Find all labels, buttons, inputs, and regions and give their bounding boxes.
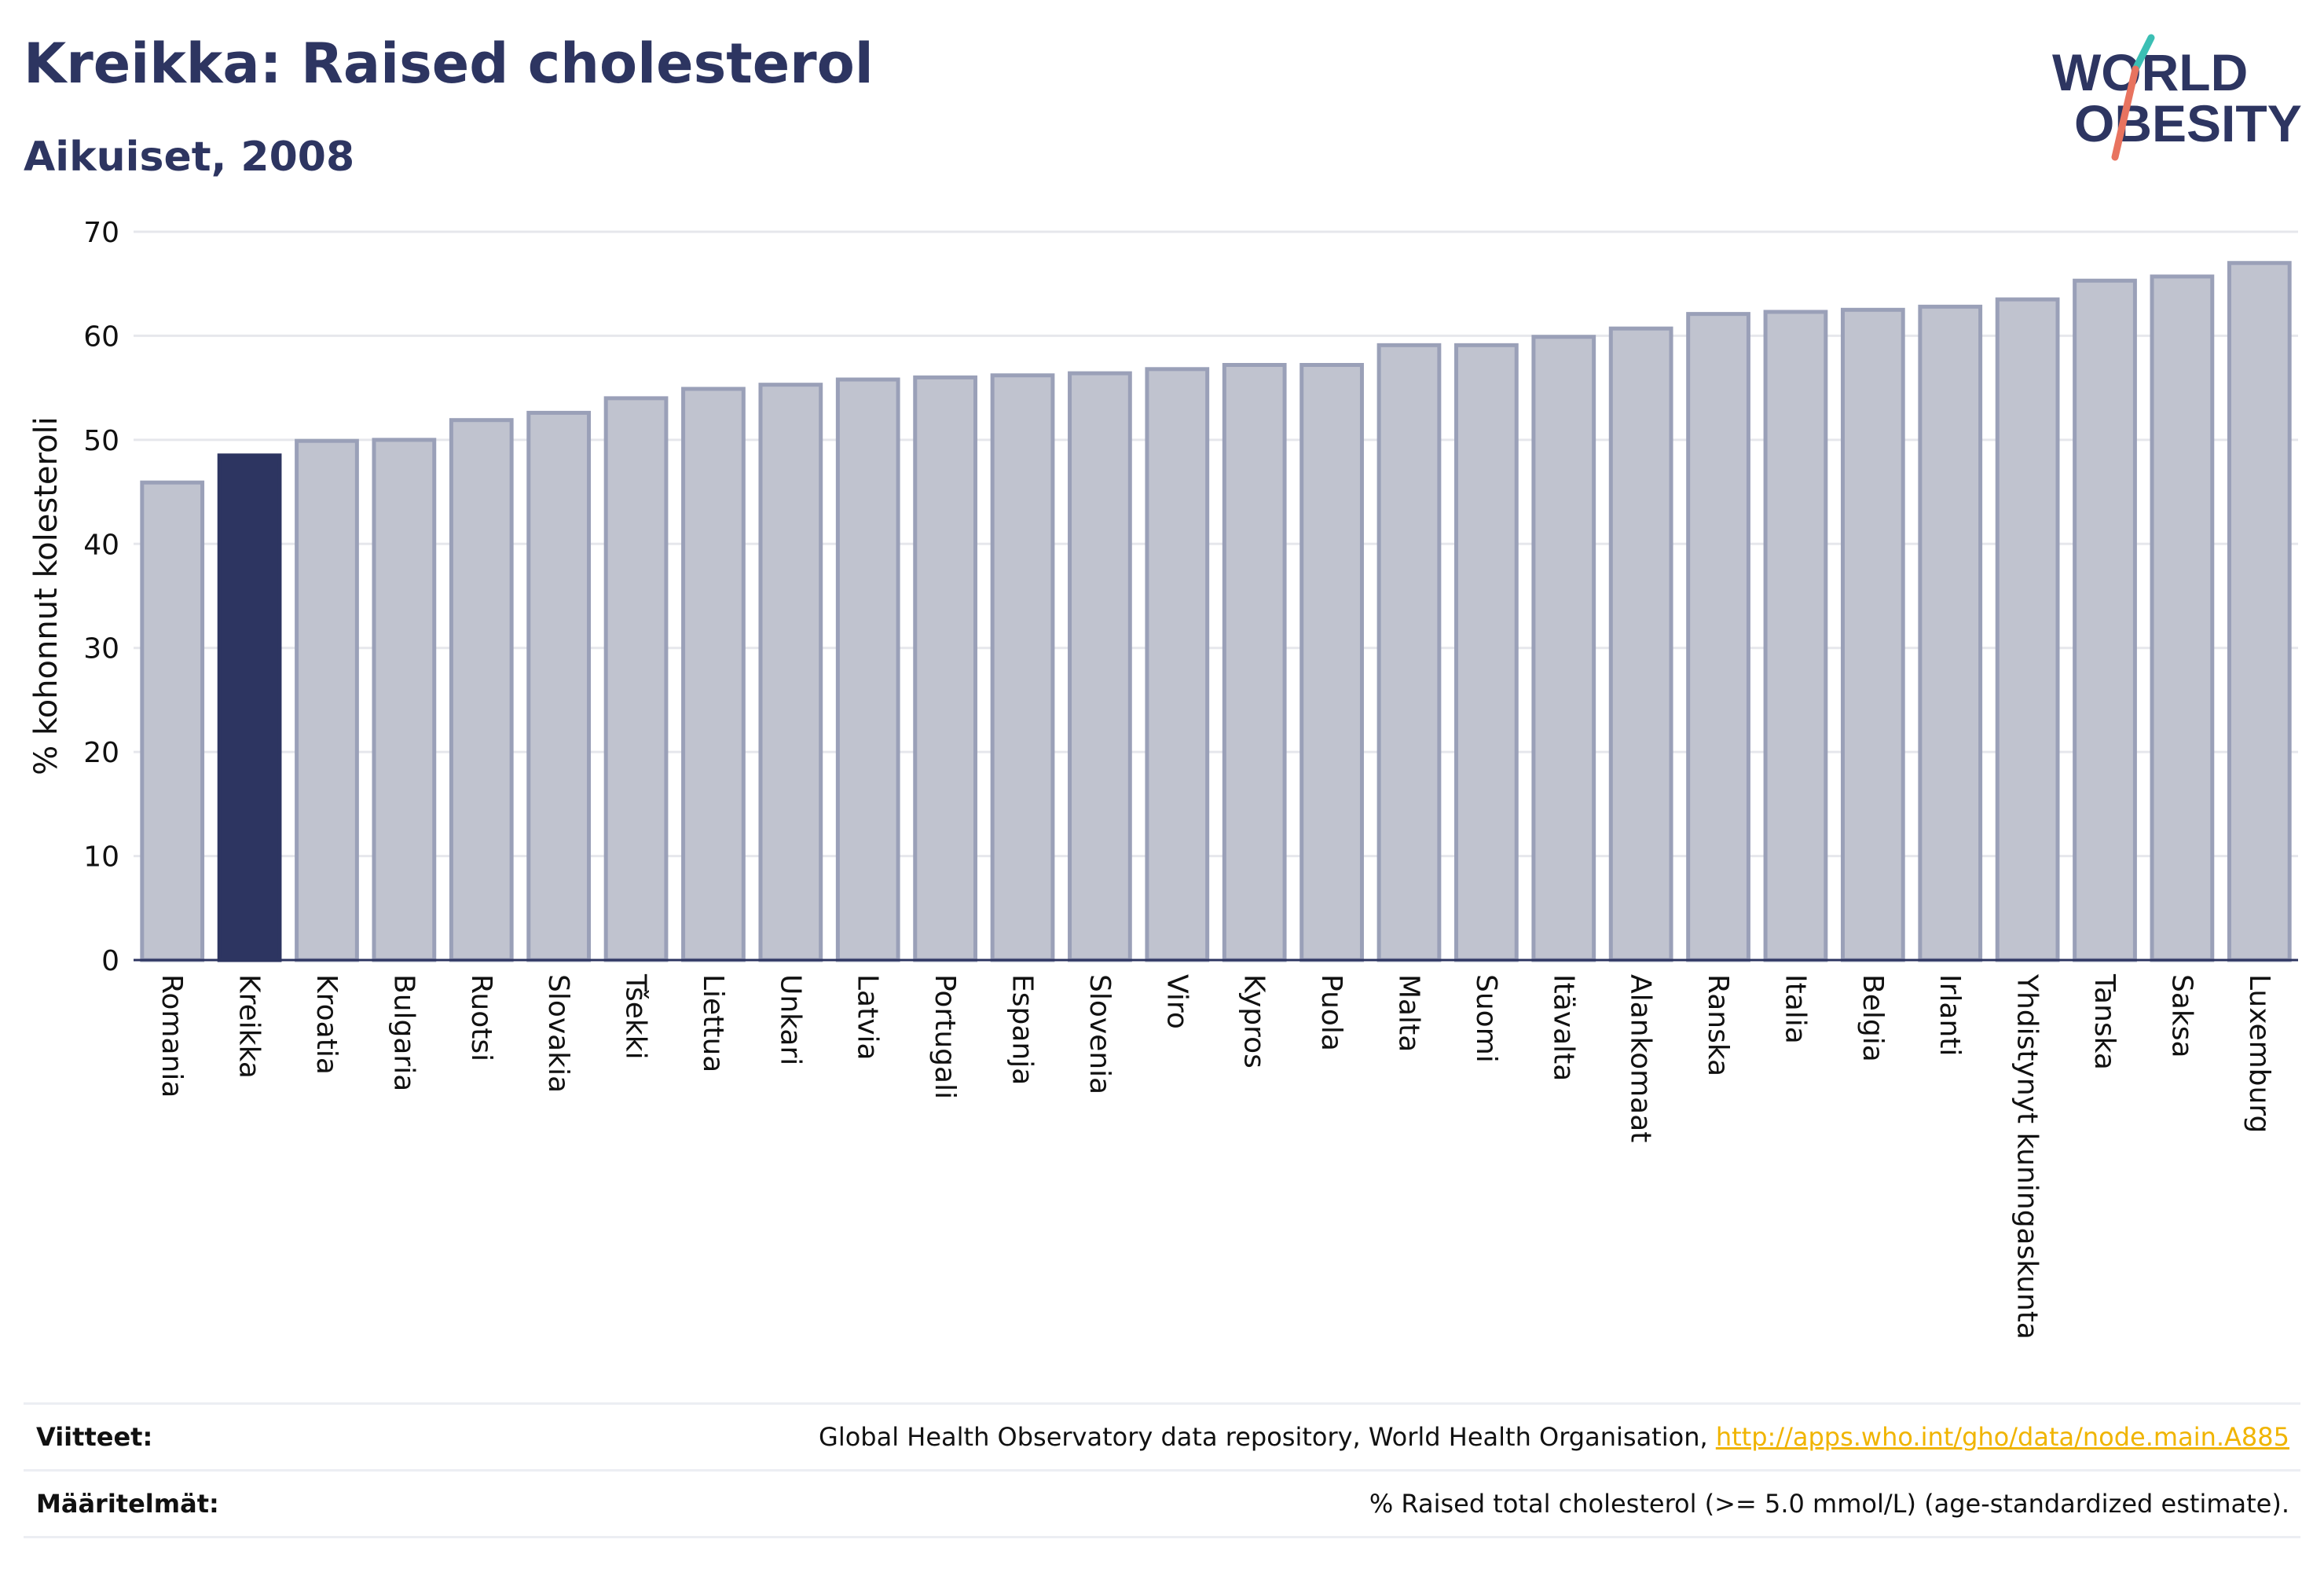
- x-tick-label: Ranska: [1702, 974, 1734, 1076]
- bar-portugali: [913, 375, 977, 962]
- definitions-row: Määritelmät: % Raised total cholesterol …: [24, 1469, 2300, 1538]
- y-tick-label: 60: [83, 321, 119, 353]
- sources-label: Viitteet:: [36, 1422, 153, 1452]
- bar-ruotsi: [449, 418, 514, 962]
- x-tick-label: Italia: [1779, 974, 1811, 1044]
- sources-text: Global Health Observatory data repositor…: [819, 1422, 1716, 1452]
- bar-kreikka: [217, 453, 282, 962]
- x-tick-label: Kreikka: [233, 974, 266, 1079]
- x-tick-label: Latvia: [852, 974, 884, 1061]
- x-tick-label: Tšekki: [620, 973, 652, 1060]
- bar-tšekki: [603, 396, 669, 962]
- definitions-value: % Raised total cholesterol (>= 5.0 mmol/…: [1369, 1489, 2289, 1519]
- x-tick-label: Yhdistynyt kuningaskunta: [2011, 973, 2044, 1340]
- x-tick-label: Liettua: [697, 974, 729, 1072]
- bar-kroatia: [295, 438, 359, 962]
- bar-luxemburg: [2227, 261, 2292, 962]
- x-tick-label: Suomi: [1470, 974, 1502, 1063]
- x-tick-label: Saksa: [2165, 974, 2198, 1058]
- bar-yhdistynyt-kuningaskunta: [1995, 297, 2060, 962]
- bar-malta: [1376, 343, 1442, 962]
- bar-italia: [1763, 310, 1828, 962]
- x-tick-label: Romania: [156, 974, 188, 1098]
- x-tick-label: Slovakia: [542, 974, 574, 1093]
- y-tick-label: 50: [83, 425, 119, 457]
- x-tick-label: Belgia: [1857, 974, 1889, 1062]
- bar-chart: 0 10 20 30 40 50 60 70 Romania Kreikka Kroatia Bul…: [28, 217, 2298, 1340]
- bar-irlanti: [1918, 304, 1983, 962]
- x-tick-label: Itävalta: [1547, 974, 1579, 1081]
- world-obesity-logo: WORLD OBESITY: [2052, 34, 2302, 161]
- logo-slash-teal: [2132, 34, 2155, 73]
- sources-link[interactable]: http://apps.who.int/gho/data/node.main.A…: [1715, 1422, 2289, 1452]
- bar-puola: [1299, 363, 1364, 962]
- bar-unkari: [758, 383, 823, 962]
- y-tick-label: 20: [83, 737, 119, 769]
- bar-latvia: [835, 377, 900, 962]
- bar-tanska: [2073, 278, 2137, 962]
- x-tick-label: Alankomaat: [1625, 974, 1657, 1142]
- y-tick-label: 40: [83, 529, 119, 561]
- x-axis-ticks: Romania Kreikka Kroatia Bulgaria Ruotsi Slova…: [156, 973, 2275, 1340]
- y-tick-label: 30: [83, 633, 119, 665]
- x-tick-label: Tanska: [2088, 973, 2121, 1070]
- bar-saksa: [2150, 274, 2215, 962]
- logo-word-1: WORLD: [2052, 43, 2248, 101]
- x-tick-label: Slovenia: [1083, 974, 1116, 1094]
- chart-subtitle: Aikuiset, 2008: [24, 134, 355, 181]
- definitions-label: Määritelmät:: [36, 1489, 219, 1519]
- x-tick-label: Portugali: [929, 974, 961, 1099]
- x-tick-label: Bulgaria: [387, 974, 420, 1091]
- x-tick-label: Ruotsi: [465, 974, 497, 1061]
- bar-liettua: [681, 387, 746, 962]
- bar-itävalta: [1531, 335, 1596, 962]
- x-tick-label: Viro: [1160, 974, 1193, 1029]
- bar-espanja: [990, 373, 1055, 962]
- bar-viro: [1145, 367, 1210, 962]
- bar-slovakia: [526, 410, 592, 962]
- bar-ranska: [1686, 312, 1750, 962]
- logo-word-2: OBESITY: [2074, 94, 2302, 152]
- x-tick-label: Kroatia: [310, 974, 343, 1075]
- y-axis-label: % kohonnut kolesteroli: [28, 416, 64, 775]
- bar-romania: [140, 480, 205, 962]
- bar-kypros: [1222, 363, 1287, 962]
- footer: Viitteet: Global Health Observatory data…: [24, 1402, 2300, 1538]
- x-tick-label: Kypros: [1238, 974, 1270, 1068]
- bar-slovenia: [1068, 371, 1132, 962]
- y-tick-label: 10: [83, 841, 119, 874]
- bar-alankomaat: [1608, 326, 1673, 962]
- x-tick-label: Unkari: [774, 974, 806, 1065]
- bar-suomi: [1454, 343, 1519, 962]
- y-tick-label: 0: [101, 945, 119, 977]
- sources-value: Global Health Observatory data repositor…: [819, 1422, 2300, 1452]
- x-tick-label: Irlanti: [1934, 974, 1966, 1056]
- chart-title: Kreikka: Raised cholesterol: [24, 31, 874, 96]
- x-tick-label: Malta: [1392, 974, 1424, 1052]
- y-tick-label: 70: [83, 217, 119, 249]
- sources-row: Viitteet: Global Health Observatory data…: [24, 1402, 2300, 1469]
- logo-slash-coral: [2111, 65, 2139, 161]
- y-axis-ticks: 0 10 20 30 40 50 60 70: [83, 217, 119, 977]
- bar-belgia: [1840, 307, 1905, 962]
- bar-bulgaria: [372, 438, 437, 962]
- x-tick-label: Luxemburg: [2243, 974, 2275, 1133]
- x-tick-label: Puola: [1315, 974, 1347, 1051]
- x-tick-label: Espanja: [1006, 974, 1039, 1085]
